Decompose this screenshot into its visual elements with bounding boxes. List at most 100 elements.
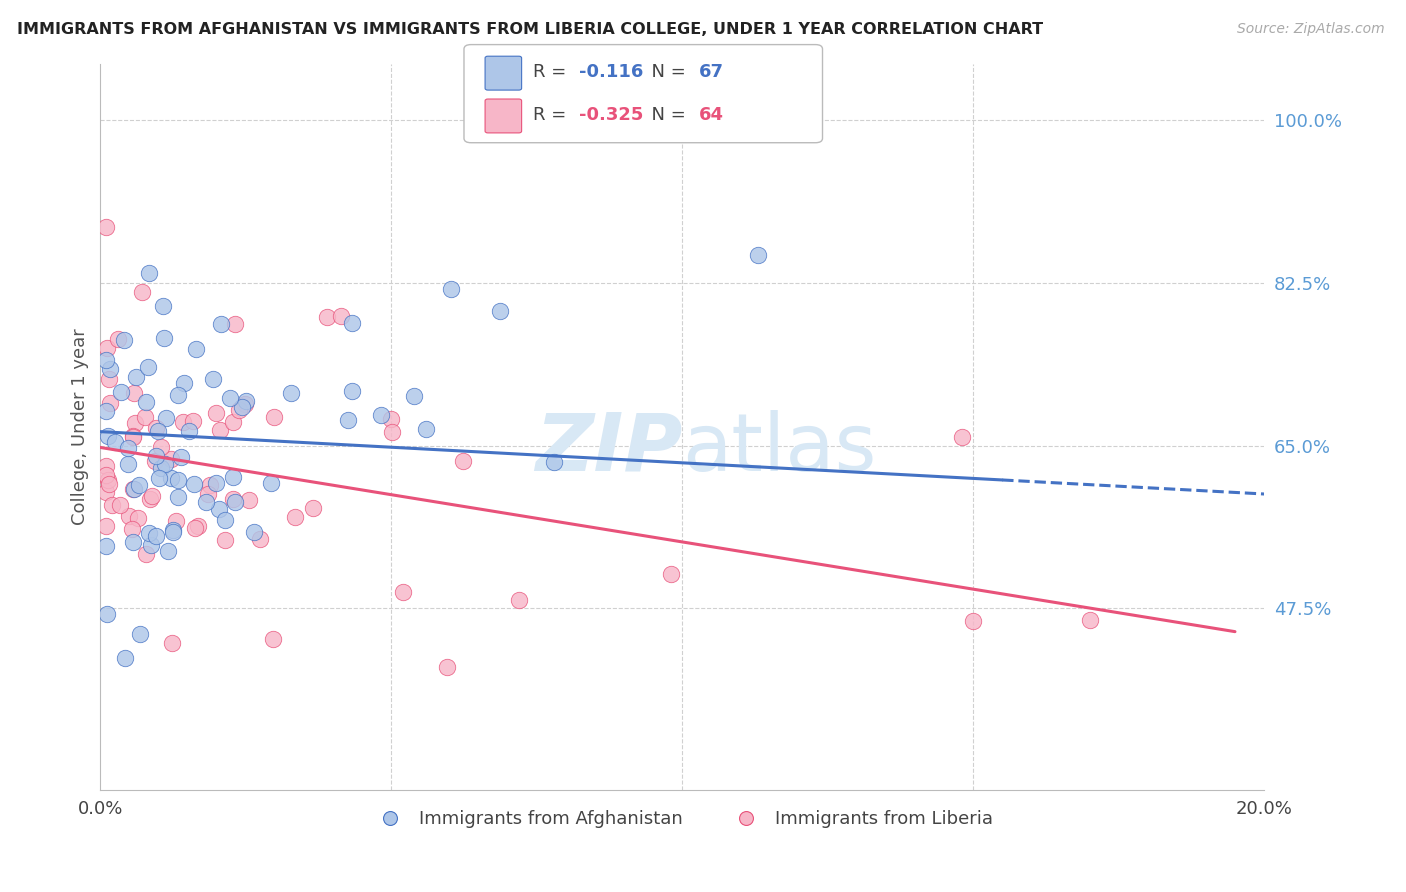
Text: R =: R = — [533, 63, 572, 81]
Text: IMMIGRANTS FROM AFGHANISTAN VS IMMIGRANTS FROM LIBERIA COLLEGE, UNDER 1 YEAR COR: IMMIGRANTS FROM AFGHANISTAN VS IMMIGRANT… — [17, 22, 1043, 37]
Point — [179, 424, 201, 438]
Point — [108, 498, 131, 512]
Point — [436, 660, 458, 674]
Point — [235, 393, 257, 408]
Point — [135, 395, 157, 409]
Point — [124, 385, 146, 400]
Point — [224, 317, 246, 331]
Point — [208, 423, 231, 437]
Point — [238, 493, 260, 508]
Point — [117, 441, 139, 455]
Point — [152, 299, 174, 313]
Point — [167, 490, 190, 504]
Point — [153, 457, 176, 471]
Point — [489, 303, 512, 318]
Text: 64: 64 — [699, 106, 724, 124]
Point — [122, 534, 145, 549]
Point — [249, 532, 271, 546]
Point — [145, 420, 167, 434]
Point — [187, 519, 209, 533]
Point — [162, 523, 184, 537]
Point — [201, 372, 224, 386]
Point — [950, 430, 973, 444]
Point — [96, 352, 118, 367]
Point — [167, 387, 190, 401]
Point — [214, 513, 236, 527]
Point — [233, 396, 256, 410]
Point — [149, 460, 172, 475]
Point — [128, 627, 150, 641]
Point — [747, 248, 769, 262]
Legend: Immigrants from Afghanistan, Immigrants from Liberia: Immigrants from Afghanistan, Immigrants … — [364, 803, 1000, 835]
Text: R =: R = — [533, 106, 572, 124]
Point — [148, 471, 170, 485]
Point — [205, 406, 228, 420]
Text: -0.325: -0.325 — [579, 106, 644, 124]
Point — [145, 529, 167, 543]
Point — [231, 400, 253, 414]
Point — [122, 428, 145, 442]
Point — [101, 498, 124, 512]
Text: N =: N = — [640, 106, 692, 124]
Point — [96, 341, 118, 355]
Point — [962, 614, 984, 628]
Point — [96, 519, 118, 533]
Point — [96, 540, 118, 554]
Point — [198, 478, 221, 492]
Point — [165, 514, 187, 528]
Point — [124, 416, 146, 430]
Point — [214, 533, 236, 547]
Point — [96, 458, 118, 473]
Point — [205, 476, 228, 491]
Point — [173, 376, 195, 390]
Point — [659, 567, 682, 582]
Point — [208, 502, 231, 516]
Point — [222, 416, 245, 430]
Text: 67: 67 — [699, 63, 724, 81]
Point — [330, 309, 353, 323]
Point — [415, 422, 437, 436]
Point — [315, 310, 337, 324]
Point — [96, 485, 118, 500]
Point — [96, 607, 118, 621]
Point — [197, 487, 219, 501]
Point — [160, 470, 183, 484]
Point — [135, 548, 157, 562]
Point — [97, 473, 120, 487]
Point — [337, 413, 360, 427]
Point — [141, 490, 163, 504]
Point — [162, 524, 184, 539]
Point — [149, 440, 172, 454]
Point — [97, 428, 120, 442]
Point — [112, 333, 135, 347]
Point — [96, 467, 118, 482]
Point — [134, 409, 156, 424]
Point — [340, 317, 363, 331]
Point — [98, 396, 121, 410]
Point — [107, 332, 129, 346]
Point — [508, 592, 530, 607]
Point — [131, 285, 153, 299]
Point — [110, 385, 132, 400]
Point — [224, 495, 246, 509]
Point — [186, 342, 208, 356]
Text: ZIP: ZIP — [534, 409, 682, 488]
Point — [170, 450, 193, 464]
Point — [543, 455, 565, 469]
Point — [138, 525, 160, 540]
Point — [181, 414, 204, 428]
Point — [122, 430, 145, 444]
Text: -0.116: -0.116 — [579, 63, 644, 81]
Point — [122, 483, 145, 497]
Point — [302, 500, 325, 515]
Point — [96, 219, 118, 234]
Point — [127, 511, 149, 525]
Point — [128, 478, 150, 492]
Point — [138, 267, 160, 281]
Point — [380, 412, 402, 426]
Point — [139, 491, 162, 506]
Point — [222, 470, 245, 484]
Point — [145, 450, 167, 464]
Point — [146, 425, 169, 439]
Point — [160, 635, 183, 649]
